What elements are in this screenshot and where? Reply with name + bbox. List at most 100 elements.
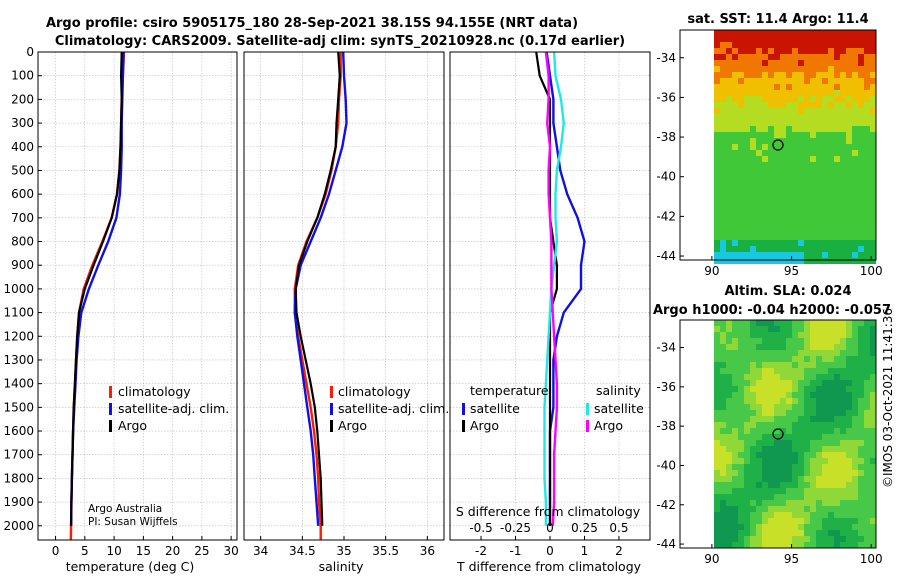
sst-pixel — [714, 48, 720, 54]
sst-pixel — [828, 204, 834, 210]
sst-pixel — [840, 84, 846, 90]
sst-pixel — [738, 222, 744, 228]
sst-pixel — [858, 114, 864, 120]
sst-pixel — [822, 192, 828, 198]
sst-pixel — [792, 132, 798, 138]
sla-pixel — [864, 512, 870, 518]
sst-pixel — [792, 216, 798, 222]
sla-pixel — [834, 356, 840, 362]
sla-pixel — [780, 446, 786, 452]
sla-pixel — [732, 440, 738, 446]
sst-pixel — [780, 60, 786, 66]
sla-pixel — [756, 494, 762, 500]
sst-pixel — [834, 222, 840, 228]
sst-pixel — [786, 144, 792, 150]
sla-pixel — [822, 398, 828, 404]
sla-pixel — [840, 320, 846, 326]
sst-pixel — [720, 198, 726, 204]
sst-pixel — [804, 102, 810, 108]
sla-pixel — [828, 458, 834, 464]
sla-pixel — [870, 410, 876, 416]
sla-pixel — [774, 344, 780, 350]
sst-pixel — [870, 72, 876, 78]
sla-pixel — [816, 470, 822, 476]
sla-pixel — [810, 380, 816, 386]
sst-pixel — [744, 108, 750, 114]
sst-pixel — [750, 114, 756, 120]
temperature-xlabel: temperature (deg C) — [66, 559, 195, 574]
sla-pixel — [732, 392, 738, 398]
sst-pixel — [822, 150, 828, 156]
sla-pixel — [870, 500, 876, 506]
sst-pixel — [750, 60, 756, 66]
sla-pixel — [864, 452, 870, 458]
sla-pixel — [816, 458, 822, 464]
sla-pixel — [720, 368, 726, 374]
sst-pixel — [810, 108, 816, 114]
sst-pixel — [822, 42, 828, 48]
sla-pixel — [834, 410, 840, 416]
sst-pixel — [750, 108, 756, 114]
sst-pixel — [834, 156, 840, 162]
sla-pixel — [738, 494, 744, 500]
sst-pixel — [762, 222, 768, 228]
sla-pixel — [816, 542, 822, 548]
sla-pixel — [828, 410, 834, 416]
sla-pixel — [864, 368, 870, 374]
sst-pixel — [846, 258, 852, 264]
sst-pixel — [810, 186, 816, 192]
sla-pixel — [864, 506, 870, 512]
sst-pixel — [864, 90, 870, 96]
sst-pixel — [714, 102, 720, 108]
sla-pixel — [834, 458, 840, 464]
sla-pixel — [756, 380, 762, 386]
sla-pixel — [774, 362, 780, 368]
sst-pixel — [774, 150, 780, 156]
sla-pixel — [768, 506, 774, 512]
sst-pixel — [822, 48, 828, 54]
sla-pixel — [822, 530, 828, 536]
sst-pixel — [816, 156, 822, 162]
sla-pixel — [852, 428, 858, 434]
sla-pixel — [858, 380, 864, 386]
sst-pixel — [762, 108, 768, 114]
sst-pixel — [780, 234, 786, 240]
sst-pixel — [756, 54, 762, 60]
sla-pixel — [768, 452, 774, 458]
sla-pixel — [726, 488, 732, 494]
sla-pixel — [744, 452, 750, 458]
sla-pixel — [834, 362, 840, 368]
sla-pixel — [714, 530, 720, 536]
sla-pixel — [744, 392, 750, 398]
sla-pixel — [738, 518, 744, 524]
sst-pixel — [846, 246, 852, 252]
sst-pixel — [762, 126, 768, 132]
sla-pixel — [852, 392, 858, 398]
sla-pixel — [804, 350, 810, 356]
sst-pixel — [732, 72, 738, 78]
sla-pixel — [792, 500, 798, 506]
sla-pixel — [780, 530, 786, 536]
sst-pixel — [822, 162, 828, 168]
sst-pixel — [750, 180, 756, 186]
sst-pixel — [792, 174, 798, 180]
y-tick-label: 700 — [11, 211, 34, 225]
sla-pixel — [864, 398, 870, 404]
sla-pixel — [750, 530, 756, 536]
sst-pixel — [792, 210, 798, 216]
sla-pixel — [738, 446, 744, 452]
sst-pixel — [870, 66, 876, 72]
sla-pixel — [750, 410, 756, 416]
sla-pixel — [858, 518, 864, 524]
sst-pixel — [852, 246, 858, 252]
sst-pixel — [780, 180, 786, 186]
sla-pixel — [852, 512, 858, 518]
sst-pixel — [732, 204, 738, 210]
sla-pixel — [834, 536, 840, 542]
sla-pixel — [834, 422, 840, 428]
sst-pixel — [732, 114, 738, 120]
sst-pixel — [846, 216, 852, 222]
sst-pixel — [840, 132, 846, 138]
sla-pixel — [870, 512, 876, 518]
sst-pixel — [750, 186, 756, 192]
